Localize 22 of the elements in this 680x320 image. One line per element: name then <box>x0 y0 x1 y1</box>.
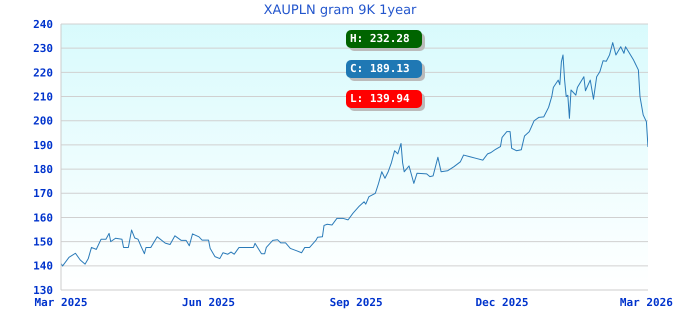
x-tick-label: Mar 2025 <box>34 296 88 309</box>
y-tick-label: 140 <box>33 260 53 273</box>
x-tick-label: Sep 2025 <box>330 296 383 309</box>
x-tick-label: Jun 2025 <box>182 296 236 309</box>
x-tick-label: Dec 2025 <box>476 296 529 309</box>
annotation: C: 189.13 <box>346 60 422 78</box>
y-tick-label: 210 <box>33 90 53 104</box>
y-tick-label: 240 <box>33 18 53 31</box>
annotation: L: 139.94 <box>346 90 422 108</box>
annotation: H: 232.28 <box>346 30 422 48</box>
y-tick-label: 160 <box>33 211 53 224</box>
chart-title: XAUPLN gram 9K 1year <box>262 3 418 18</box>
y-tick-label: 180 <box>33 162 53 176</box>
line-series <box>61 42 648 266</box>
y-tick-label: 130 <box>33 284 53 297</box>
x-tick-label: Mar 2026 <box>620 296 674 309</box>
y-tick-label: 230 <box>33 42 53 56</box>
y-tick-label: 150 <box>33 236 53 249</box>
y-tick-label: 200 <box>33 114 53 128</box>
y-tick-label: 220 <box>33 66 53 80</box>
y-tick-label: 170 <box>33 187 53 200</box>
y-tick-label: 190 <box>33 138 53 152</box>
